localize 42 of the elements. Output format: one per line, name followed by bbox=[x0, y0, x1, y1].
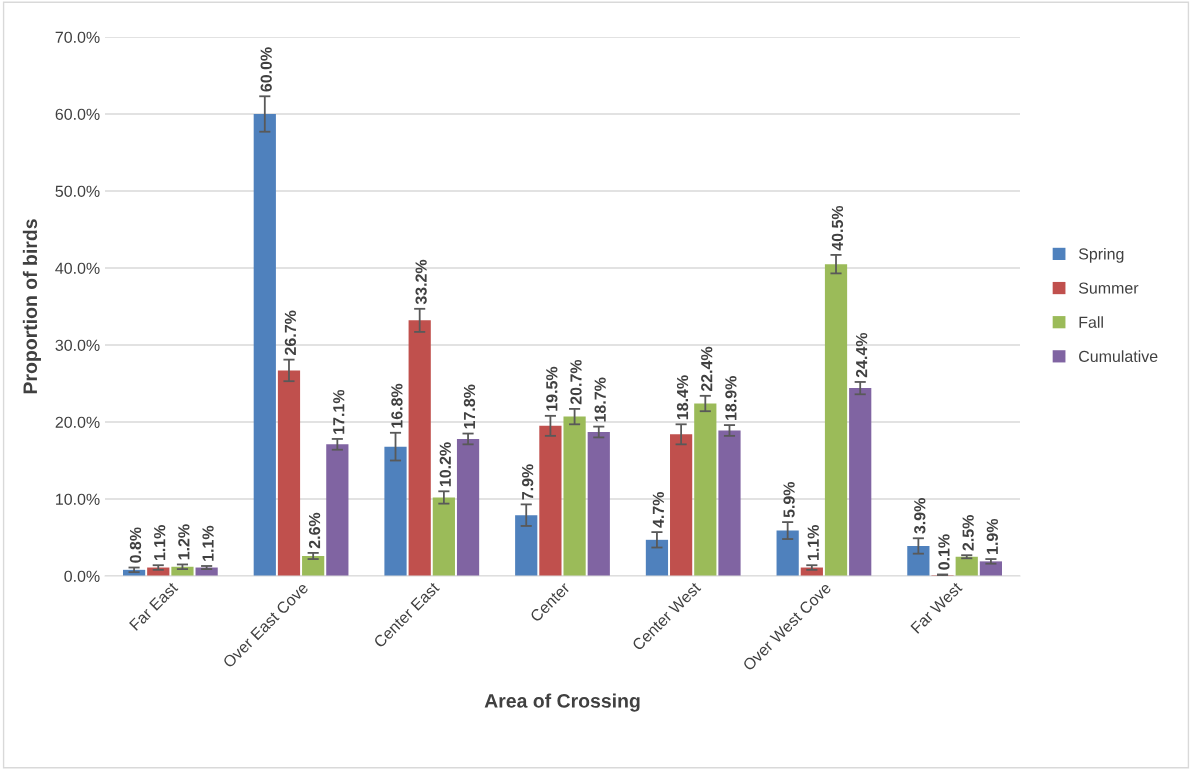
y-tick-label: 70.0% bbox=[55, 31, 100, 43]
data-label: 17.8% bbox=[463, 384, 476, 429]
data-label: 40.5% bbox=[831, 205, 844, 251]
data-label: 3.9% bbox=[914, 498, 926, 534]
y-axis-title: Proportion of birds bbox=[22, 219, 41, 394]
data-label: 4.7% bbox=[652, 491, 664, 528]
legend-label: Summer bbox=[1078, 282, 1139, 294]
data-label: 0.1% bbox=[938, 534, 950, 570]
x-axis-title: Area of Crossing bbox=[484, 693, 640, 712]
data-label: 18.7% bbox=[594, 377, 606, 422]
y-tick-label: 10.0% bbox=[56, 493, 100, 505]
data-label: 2.6% bbox=[308, 512, 321, 549]
y-tick-label: 20.0% bbox=[55, 416, 100, 428]
data-label: 60.0% bbox=[260, 47, 272, 92]
data-label: 0.8% bbox=[129, 527, 142, 563]
data-label: 33.2% bbox=[415, 259, 427, 305]
y-tick-label: 0.0% bbox=[64, 570, 100, 582]
data-label: 1.1% bbox=[154, 525, 166, 561]
legend-label: Spring bbox=[1078, 247, 1124, 263]
data-label: 5.9% bbox=[783, 481, 795, 518]
data-label: 1.1% bbox=[807, 525, 819, 561]
y-tick-label: 30.0% bbox=[55, 339, 100, 351]
data-label: 2.5% bbox=[962, 515, 974, 551]
data-label: 18.4% bbox=[676, 375, 689, 420]
data-label: 7.9% bbox=[521, 464, 534, 500]
y-tick-label: 50.0% bbox=[55, 185, 100, 197]
y-tick-label: 60.0% bbox=[55, 108, 100, 120]
data-label: 16.8% bbox=[391, 383, 403, 428]
legend-label: Cumulative bbox=[1079, 350, 1158, 363]
data-label: 10.2% bbox=[439, 442, 451, 487]
y-tick-label: 40.0% bbox=[55, 262, 100, 274]
data-label: 1.2% bbox=[178, 524, 190, 560]
data-label: 20.7% bbox=[570, 359, 582, 405]
data-label: 22.4% bbox=[701, 346, 713, 392]
data-label: 1.1% bbox=[202, 525, 214, 561]
data-label: 1.9% bbox=[986, 518, 998, 554]
data-label: 17.1% bbox=[333, 389, 345, 434]
data-label: 18.9% bbox=[725, 376, 737, 420]
data-label: 24.4% bbox=[855, 332, 868, 378]
data-label: 26.7% bbox=[284, 310, 297, 355]
data-label: 19.5% bbox=[546, 366, 558, 411]
legend-label: Fall bbox=[1079, 316, 1103, 328]
